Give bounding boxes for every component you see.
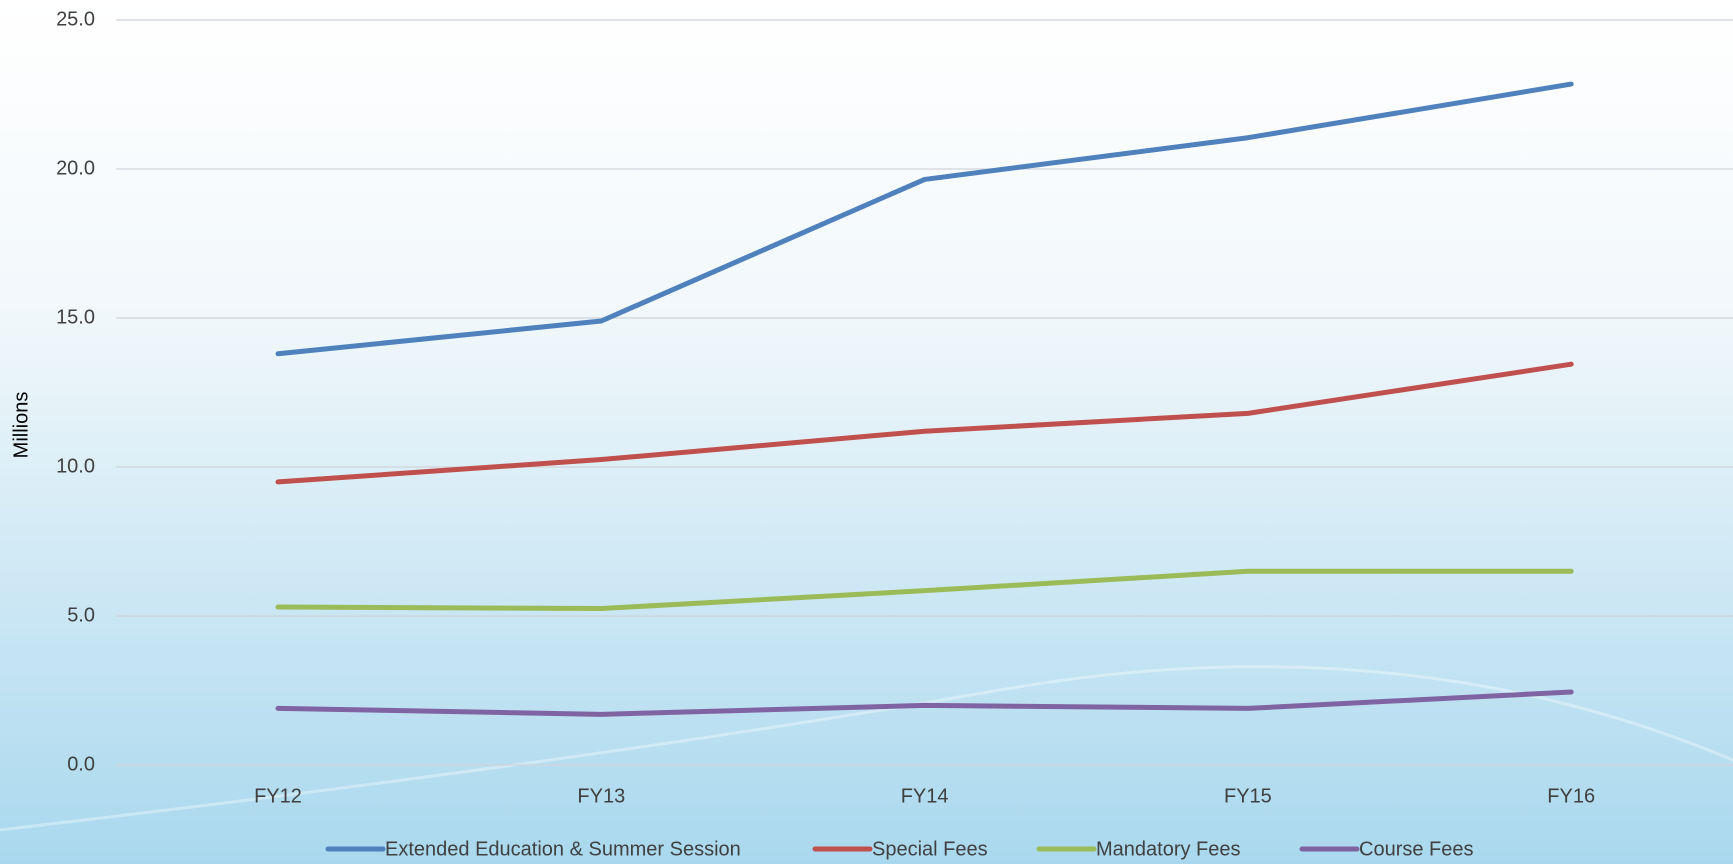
series-line <box>275 81 1574 357</box>
decoration <box>0 665 1733 832</box>
y-tick-label: 15.0 <box>56 306 95 328</box>
series-line <box>275 689 1574 717</box>
y-tick-label: 0.0 <box>67 753 95 775</box>
x-tick-label: FY16 <box>1547 785 1595 807</box>
y-tick-label: 10.0 <box>56 455 95 477</box>
y-tick-label: 25.0 <box>56 8 95 30</box>
legend-label: Special Fees <box>872 838 988 860</box>
y-axis-label: Millions <box>10 392 32 459</box>
y-tick-label: 20.0 <box>56 157 95 179</box>
x-tick-label: FY14 <box>901 785 949 807</box>
legend-label: Extended Education & Summer Session <box>385 838 741 860</box>
x-tick-label: FY15 <box>1224 785 1272 807</box>
legend-label: Course Fees <box>1359 838 1474 860</box>
x-tick-label: FY12 <box>254 785 302 807</box>
legend-label: Mandatory Fees <box>1096 838 1241 860</box>
y-tick-label: 5.0 <box>67 604 95 626</box>
x-tick-label: FY13 <box>577 785 625 807</box>
series-line <box>275 568 1574 612</box>
series-line <box>275 361 1574 485</box>
